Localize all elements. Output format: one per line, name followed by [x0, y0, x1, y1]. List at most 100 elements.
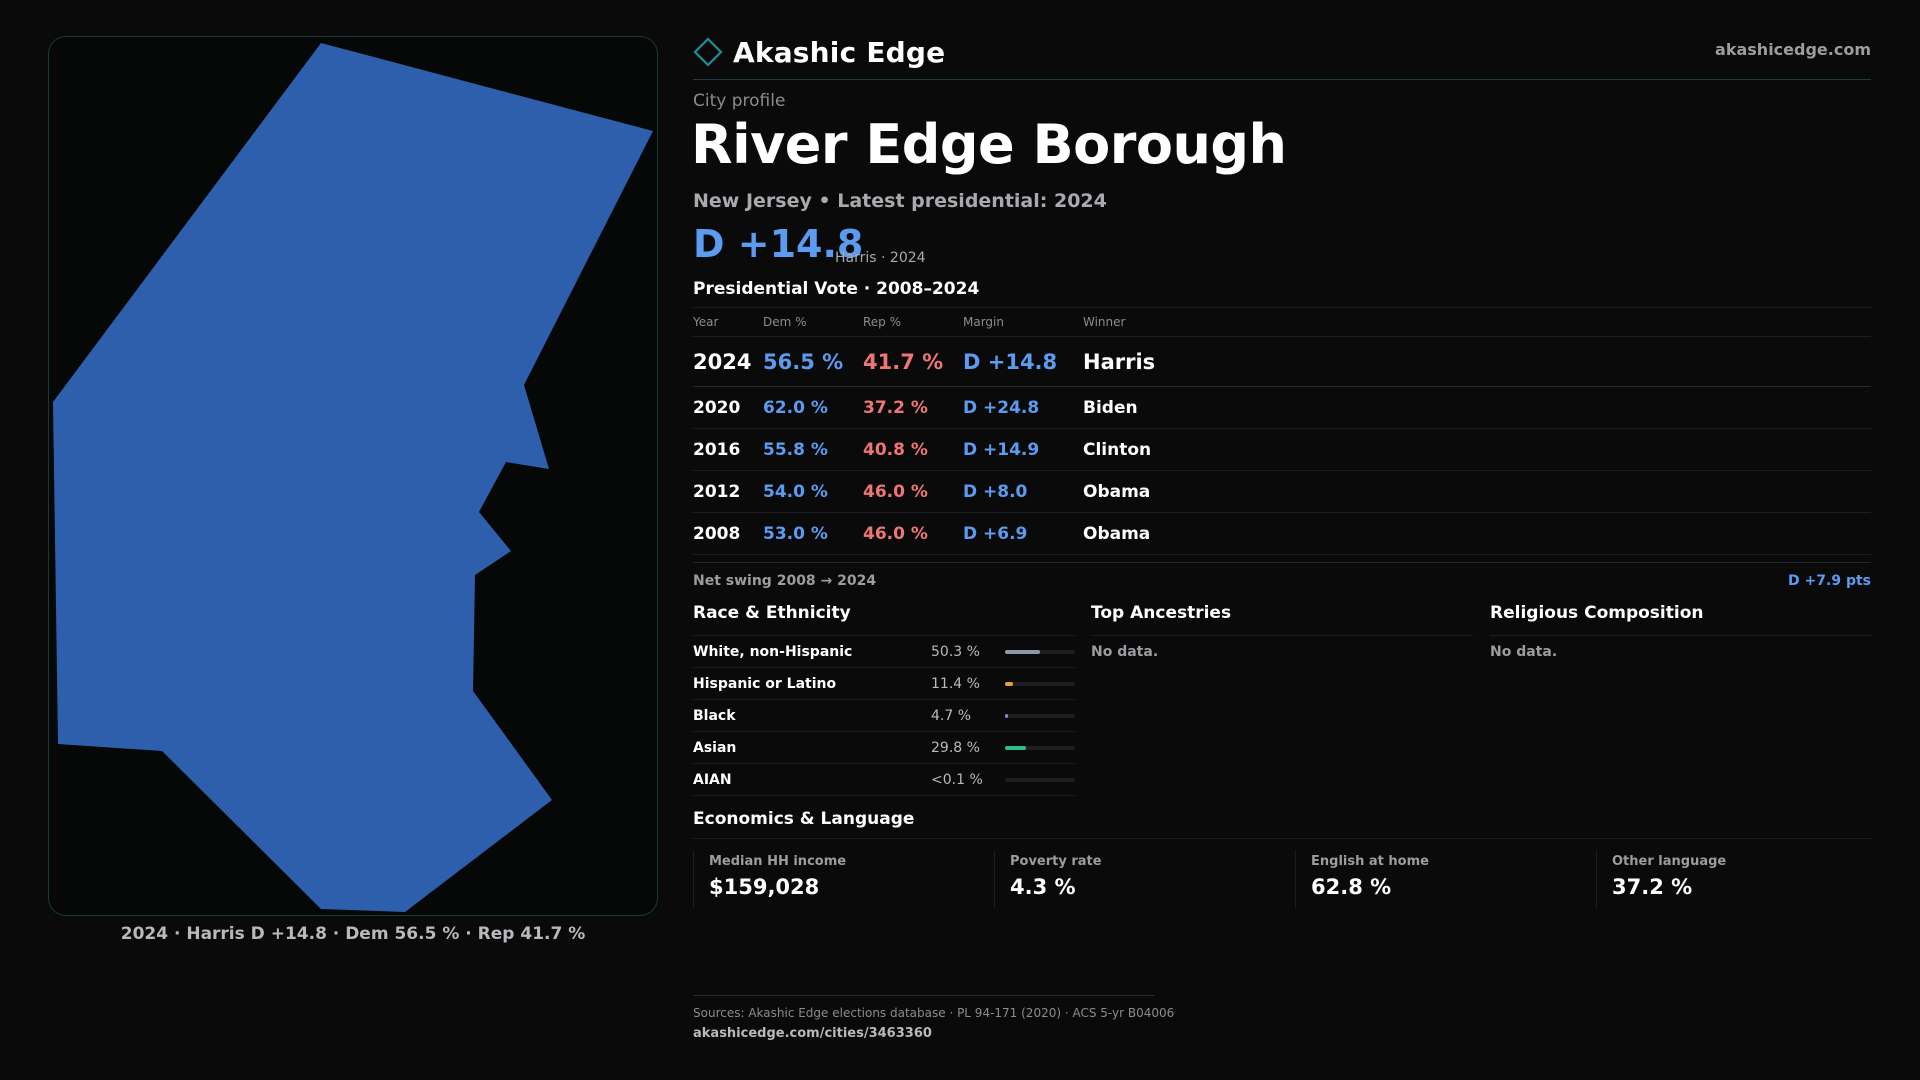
race-label: White, non-Hispanic: [693, 643, 853, 660]
ancestries-empty: No data.: [1091, 644, 1159, 660]
brand-name: Akashic Edge: [733, 35, 946, 69]
religion-section: Religious Composition No data.: [1490, 603, 1871, 660]
econ-value: 4.3 %: [1010, 875, 1076, 899]
cell-winner: Obama: [1083, 481, 1151, 502]
cell-winner: Biden: [1083, 397, 1138, 418]
econ-label: Median HH income: [709, 854, 847, 869]
race-bar: [1005, 745, 1075, 750]
cell-dem: 55.8 %: [763, 439, 828, 460]
race-row: AIAN <0.1 %: [693, 764, 1075, 796]
col-rep: Rep %: [863, 315, 902, 329]
ancestries-section: Top Ancestries No data.: [1091, 603, 1473, 660]
cell-year: 2016: [693, 439, 741, 460]
latest-margin-note: Harris · 2024: [835, 250, 926, 266]
cell-winner: Obama: [1083, 523, 1151, 544]
table-row: 2024 56.5 % 41.7 % D +14.8 Harris: [693, 337, 1871, 387]
table-row: 2012 54.0 % 46.0 % D +8.0 Obama: [693, 471, 1871, 513]
race-value: <0.1 %: [931, 771, 983, 788]
econ-cell-poverty: Poverty rate 4.3 %: [994, 850, 1295, 908]
race-bar-fill: [1005, 649, 1041, 654]
race-row: Asian 29.8 %: [693, 732, 1075, 764]
vote-table-title: Presidential Vote · 2008–2024: [693, 279, 980, 299]
footer-url[interactable]: akashicedge.com/cities/3463360: [693, 1026, 932, 1041]
econ-value: 37.2 %: [1612, 875, 1693, 899]
cell-rep: 46.0 %: [863, 481, 928, 502]
cell-rep: 37.2 %: [863, 397, 928, 418]
cell-dem: 53.0 %: [763, 523, 828, 544]
race-bar-fill: [1005, 713, 1009, 718]
race-value: 50.3 %: [931, 643, 980, 660]
table-row: 2008 53.0 % 46.0 % D +6.9 Obama: [693, 513, 1871, 555]
ancestries-title: Top Ancestries: [1091, 603, 1473, 636]
net-swing-label: Net swing 2008 → 2024: [693, 573, 877, 589]
cell-year: 2024: [693, 349, 752, 374]
cell-year: 2008: [693, 523, 741, 544]
diamond-logo-icon: [693, 37, 723, 67]
site-link[interactable]: akashicedge.com: [1715, 40, 1871, 59]
race-label: Asian: [693, 739, 737, 756]
race-bar: [1005, 713, 1075, 718]
cell-rep: 40.8 %: [863, 439, 928, 460]
map-caption: 2024 · Harris D +14.8 · Dem 56.5 % · Rep…: [120, 924, 586, 944]
page-kicker: City profile: [693, 91, 786, 111]
race-value: 29.8 %: [931, 739, 980, 756]
brand[interactable]: Akashic Edge: [693, 33, 945, 71]
cell-dem: 56.5 %: [763, 349, 844, 374]
religion-title: Religious Composition: [1490, 603, 1871, 636]
econ-cell-income: Median HH income $159,028: [693, 850, 994, 908]
cell-margin: D +14.9: [963, 439, 1040, 460]
table-end-divider: [693, 555, 1871, 563]
economics-divider: [693, 838, 1871, 839]
table-row: 2016 55.8 % 40.8 % D +14.9 Clinton: [693, 429, 1871, 471]
race-bar: [1005, 681, 1075, 686]
economics-grid: Median HH income $159,028 Poverty rate 4…: [693, 850, 1871, 908]
race-value: 4.7 %: [931, 707, 972, 724]
econ-value: 62.8 %: [1311, 875, 1392, 899]
col-year: Year: [693, 315, 719, 329]
econ-cell-other-language: Other language 37.2 %: [1596, 850, 1871, 908]
cell-rep: 41.7 %: [863, 349, 944, 374]
race-label: AIAN: [693, 771, 732, 788]
econ-label: English at home: [1311, 854, 1429, 869]
page-subtitle: New Jersey • Latest presidential: 2024: [693, 190, 1107, 212]
econ-value: $159,028: [709, 875, 820, 899]
cell-dem: 54.0 %: [763, 481, 828, 502]
race-bar-fill: [1005, 745, 1026, 750]
econ-label: Other language: [1612, 854, 1727, 869]
cell-winner: Harris: [1083, 349, 1156, 374]
religion-empty: No data.: [1490, 644, 1558, 660]
race-bar: [1005, 777, 1075, 782]
race-bar-fill: [1005, 681, 1013, 686]
footer-divider: [693, 995, 1155, 996]
table-row: 2020 62.0 % 37.2 % D +24.8 Biden: [693, 387, 1871, 429]
race-row: Hispanic or Latino 11.4 %: [693, 668, 1075, 700]
cell-year: 2020: [693, 397, 741, 418]
race-label: Black: [693, 707, 736, 724]
page-title: River Edge Borough: [691, 113, 1287, 176]
vote-table: Year Dem % Rep % Margin Winner 2024 56.5…: [693, 307, 1871, 563]
cell-margin: D +8.0: [963, 481, 1028, 502]
header-divider: [693, 79, 1871, 80]
race-row: White, non-Hispanic 50.3 %: [693, 636, 1075, 668]
economics-title: Economics & Language: [693, 809, 915, 829]
col-margin: Margin: [963, 315, 1004, 329]
col-dem: Dem %: [763, 315, 807, 329]
latest-margin: D +14.8: [693, 222, 864, 266]
cell-winner: Clinton: [1083, 439, 1152, 460]
econ-cell-english: English at home 62.8 %: [1295, 850, 1596, 908]
cell-year: 2012: [693, 481, 741, 502]
cell-margin: D +6.9: [963, 523, 1028, 544]
race-section-title: Race & Ethnicity: [693, 603, 1075, 636]
cell-margin: D +14.8: [963, 349, 1058, 374]
city-boundary-shape: [53, 43, 653, 912]
city-boundary-map: [53, 43, 653, 912]
net-swing-value: D +7.9 pts: [1788, 573, 1871, 589]
col-winner: Winner: [1083, 315, 1126, 329]
race-ethnicity-section: Race & Ethnicity White, non-Hispanic 50.…: [693, 603, 1075, 796]
cell-rep: 46.0 %: [863, 523, 928, 544]
race-row: Black 4.7 %: [693, 700, 1075, 732]
race-bar: [1005, 649, 1075, 654]
race-value: 11.4 %: [931, 675, 980, 692]
race-label: Hispanic or Latino: [693, 675, 837, 692]
cell-margin: D +24.8: [963, 397, 1040, 418]
